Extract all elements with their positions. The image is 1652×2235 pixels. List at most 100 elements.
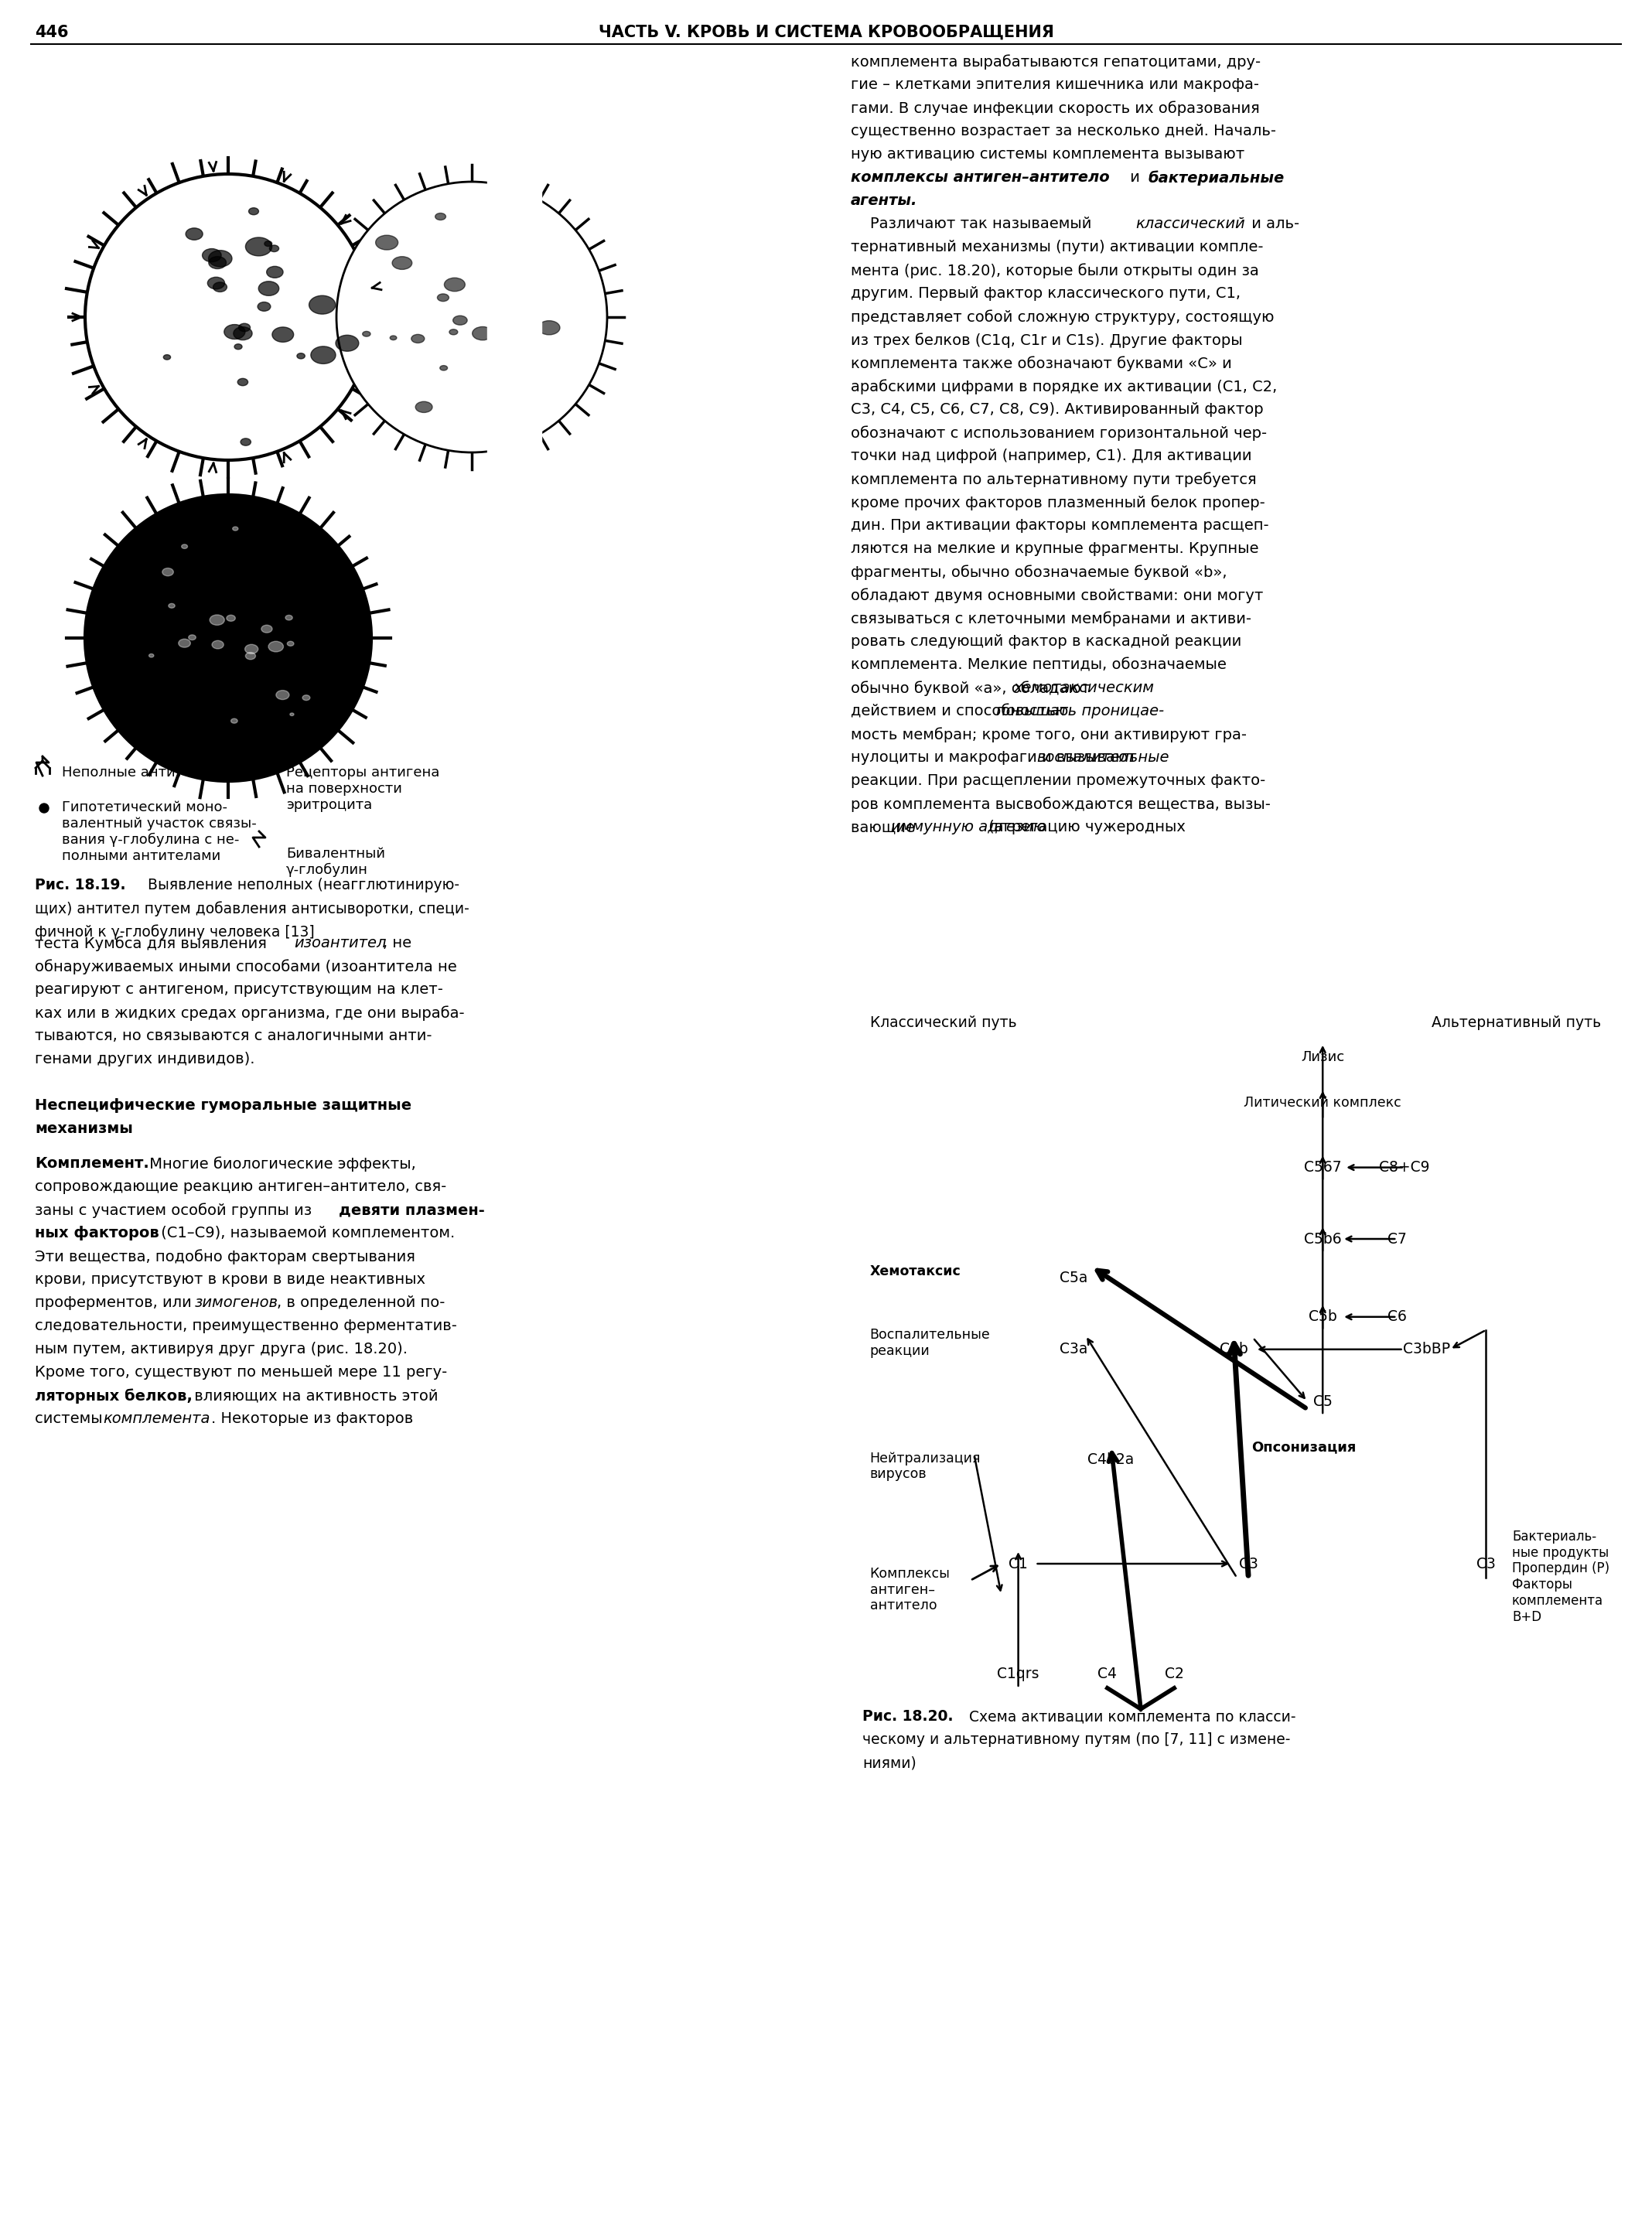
- Text: комплемента. Мелкие пептиды, обозначаемые: комплемента. Мелкие пептиды, обозначаемы…: [851, 657, 1226, 673]
- Text: связываться с клеточными мембранами и активи-: связываться с клеточными мембранами и ак…: [851, 610, 1251, 626]
- Text: C1: C1: [1009, 1556, 1028, 1571]
- Ellipse shape: [210, 615, 225, 626]
- Ellipse shape: [499, 337, 509, 344]
- Text: C3, C4, C5, C6, C7, C8, C9). Активированный фактор: C3, C4, C5, C6, C7, C8, C9). Активирован…: [851, 402, 1264, 418]
- Circle shape: [330, 711, 339, 720]
- Text: ную активацию системы комплемента вызывают: ную активацию системы комплемента вызыва…: [851, 148, 1244, 161]
- Ellipse shape: [244, 644, 258, 653]
- Ellipse shape: [444, 277, 466, 291]
- Ellipse shape: [261, 626, 273, 633]
- Text: C3: C3: [1477, 1556, 1495, 1571]
- Text: C3: C3: [1239, 1556, 1259, 1571]
- Ellipse shape: [494, 322, 507, 331]
- Text: арабскими цифрами в порядке их активации (C1, C2,: арабскими цифрами в порядке их активации…: [851, 380, 1277, 393]
- Text: Альтернативный путь: Альтернативный путь: [1432, 1015, 1601, 1030]
- Text: C8+C9: C8+C9: [1379, 1160, 1429, 1176]
- Text: Бактериаль-
ные продукты
Пропердин (Р)
Факторы
комплемента
B+D: Бактериаль- ные продукты Пропердин (Р) Ф…: [1512, 1529, 1609, 1625]
- Text: Лизис: Лизис: [1302, 1050, 1345, 1064]
- Ellipse shape: [238, 324, 249, 331]
- Text: реакции. При расщеплении промежуточных факто-: реакции. При расщеплении промежуточных ф…: [851, 773, 1265, 789]
- Ellipse shape: [185, 228, 203, 239]
- Text: механизмы: механизмы: [35, 1122, 132, 1135]
- Ellipse shape: [226, 615, 235, 621]
- Text: (агрегацию чужеродных: (агрегацию чужеродных: [985, 820, 1186, 834]
- Text: C567: C567: [1303, 1160, 1341, 1176]
- Text: дин. При активации факторы комплемента расщеп-: дин. При активации факторы комплемента р…: [851, 519, 1269, 532]
- Text: щих) антител путем добавления антисыворотки, специ-: щих) антител путем добавления антисыворо…: [35, 901, 469, 916]
- Circle shape: [93, 633, 101, 644]
- Text: ках или в жидких средах организма, где они выраба-: ках или в жидких средах организма, где о…: [35, 1006, 464, 1021]
- Text: ляторных белков,: ляторных белков,: [35, 1388, 193, 1404]
- Text: проферментов, или: проферментов, или: [35, 1296, 197, 1310]
- Circle shape: [183, 758, 192, 767]
- Text: Рис. 18.19.: Рис. 18.19.: [35, 878, 126, 892]
- Text: Бивалентный
γ-глобулин: Бивалентный γ-глобулин: [286, 847, 385, 876]
- Text: C2: C2: [1165, 1667, 1184, 1681]
- Text: агенты.: агенты.: [851, 194, 917, 208]
- Text: C5b: C5b: [1308, 1310, 1336, 1323]
- Circle shape: [84, 174, 372, 460]
- Ellipse shape: [415, 402, 433, 413]
- Text: девяти плазмен-: девяти плазмен-: [339, 1202, 484, 1218]
- Ellipse shape: [291, 713, 294, 715]
- Text: классический: классический: [1135, 217, 1246, 230]
- Text: влияющих на активность этой: влияющих на активность этой: [190, 1388, 438, 1404]
- Circle shape: [117, 711, 127, 720]
- Text: ным путем, активируя друг друга (рис. 18.20).: ным путем, активируя друг друга (рис. 18…: [35, 1341, 408, 1357]
- Text: вающие: вающие: [851, 820, 920, 834]
- Text: Рис. 18.20.: Рис. 18.20.: [862, 1710, 953, 1723]
- Text: Рецепторы антигена
на поверхности
эритроцита: Рецепторы антигена на поверхности эритро…: [286, 767, 439, 811]
- Text: заны с участием особой группы из: заны с участием особой группы из: [35, 1202, 317, 1218]
- Text: зимогенов: зимогенов: [195, 1296, 279, 1310]
- Text: обладают двумя основными свойствами: они могут: обладают двумя основными свойствами: они…: [851, 588, 1264, 603]
- Text: иммунную адгезию: иммунную адгезию: [892, 820, 1046, 834]
- Text: кроме прочих факторов плазменный белок пропер-: кроме прочих факторов плазменный белок п…: [851, 494, 1265, 510]
- Text: ляются на мелкие и крупные фрагменты. Крупные: ляются на мелкие и крупные фрагменты. Кр…: [851, 541, 1259, 557]
- Ellipse shape: [515, 313, 535, 326]
- Circle shape: [264, 758, 274, 767]
- Ellipse shape: [258, 302, 271, 311]
- Text: Классический путь: Классический путь: [871, 1015, 1016, 1030]
- Text: ровать следующий фактор в каскадной реакции: ровать следующий фактор в каскадной реак…: [851, 635, 1242, 648]
- Text: ниями): ниями): [862, 1754, 917, 1770]
- Text: повышать проницае-: повышать проницае-: [996, 704, 1163, 717]
- Text: системы: системы: [35, 1410, 107, 1426]
- Text: обозначают с использованием горизонтальной чер-: обозначают с использованием горизонтальн…: [851, 425, 1267, 440]
- Ellipse shape: [449, 329, 458, 335]
- Text: комплемента также обозначают буквами «С» и: комплемента также обозначают буквами «С»…: [851, 355, 1232, 371]
- Text: и: и: [1125, 170, 1145, 186]
- Text: C6: C6: [1388, 1310, 1406, 1323]
- Text: гами. В случае инфекции скорость их образования: гами. В случае инфекции скорость их обра…: [851, 101, 1260, 116]
- Text: Неполные антитела: Неполные антитела: [61, 767, 210, 780]
- Text: фрагменты, обычно обозначаемые буквой «b»,: фрагменты, обычно обозначаемые буквой «b…: [851, 565, 1227, 579]
- Text: Выявление неполных (неагглютинирую-: Выявление неполных (неагглютинирую-: [144, 878, 459, 892]
- Ellipse shape: [375, 235, 398, 250]
- Text: ных факторов: ных факторов: [35, 1225, 159, 1240]
- Circle shape: [183, 507, 192, 519]
- Text: C3b: C3b: [1219, 1341, 1247, 1357]
- Circle shape: [355, 633, 365, 644]
- Ellipse shape: [453, 315, 468, 324]
- Text: Эти вещества, подобно факторам свертывания: Эти вещества, подобно факторам свертыван…: [35, 1249, 415, 1265]
- Ellipse shape: [434, 212, 446, 219]
- Text: хемотаксическим: хемотаксическим: [1013, 679, 1155, 695]
- Text: C5: C5: [1313, 1395, 1332, 1408]
- Text: Комплемент.: Комплемент.: [35, 1155, 149, 1171]
- Circle shape: [84, 494, 372, 780]
- Ellipse shape: [238, 378, 248, 387]
- Ellipse shape: [276, 691, 289, 700]
- Text: комплемента вырабатываются гепатоцитами, дру-: комплемента вырабатываются гепатоцитами,…: [851, 54, 1260, 69]
- Text: Нейтрализация
вирусов: Нейтрализация вирусов: [869, 1451, 981, 1482]
- Text: реагируют с антигеном, присутствующим на клет-: реагируют с антигеном, присутствующим на…: [35, 981, 443, 997]
- Ellipse shape: [297, 353, 306, 360]
- Text: комплемента по альтернативному пути требуется: комплемента по альтернативному пути треб…: [851, 472, 1257, 487]
- Ellipse shape: [266, 266, 282, 277]
- Text: Литический комплекс: Литический комплекс: [1244, 1095, 1401, 1109]
- Text: представляет собой сложную структуру, состоящую: представляет собой сложную структуру, со…: [851, 308, 1274, 324]
- Text: Комплексы
антиген–
антитело: Комплексы антиген– антитело: [869, 1567, 950, 1614]
- Text: C4b2a: C4b2a: [1087, 1453, 1135, 1466]
- Ellipse shape: [188, 635, 197, 639]
- Text: ческому и альтернативному путям (по [7, 11] с измене-: ческому и альтернативному путям (по [7, …: [862, 1732, 1290, 1748]
- Text: сопровождающие реакцию антиген–антитело, свя-: сопровождающие реакцию антиген–антитело,…: [35, 1180, 446, 1193]
- Ellipse shape: [411, 335, 425, 342]
